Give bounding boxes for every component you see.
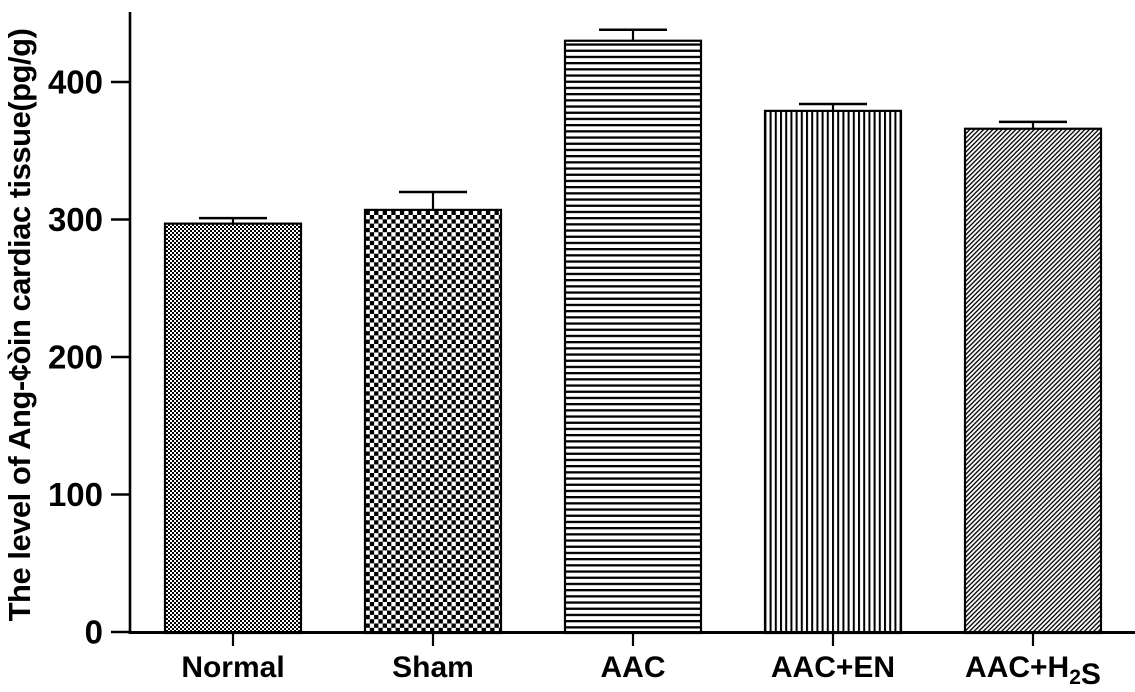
y-tick-label: 100 (48, 476, 103, 513)
axes (128, 12, 1135, 634)
x-category-label-aac: AAC (601, 651, 666, 684)
x-axis-ticks: Normal Sham AAC AAC+EN AAC+H2S (181, 634, 1101, 691)
bar-normal (163, 222, 303, 635)
y-axis-ticks: 0 100 200 300 400 (48, 64, 129, 651)
x-category-label-aac-h2s: AAC+H2S (965, 651, 1101, 691)
bar-sham (363, 208, 503, 635)
bar-aac (563, 39, 703, 635)
x-category-label-aac-en: AAC+EN (771, 651, 895, 684)
x-category-label-sham: Sham (392, 651, 474, 684)
bar-aac-h2s (963, 127, 1103, 635)
bars-group (163, 28, 1103, 635)
y-tick-label: 400 (48, 64, 103, 101)
y-tick-label: 300 (48, 201, 103, 238)
y-tick-label: 200 (48, 339, 103, 376)
x-category-label-normal: Normal (181, 651, 284, 684)
y-axis-title: The level of Ang-¢òin cardiac tissue(pg/… (2, 29, 37, 622)
bar-aac-en (763, 109, 903, 635)
y-tick-label: 0 (85, 614, 103, 651)
